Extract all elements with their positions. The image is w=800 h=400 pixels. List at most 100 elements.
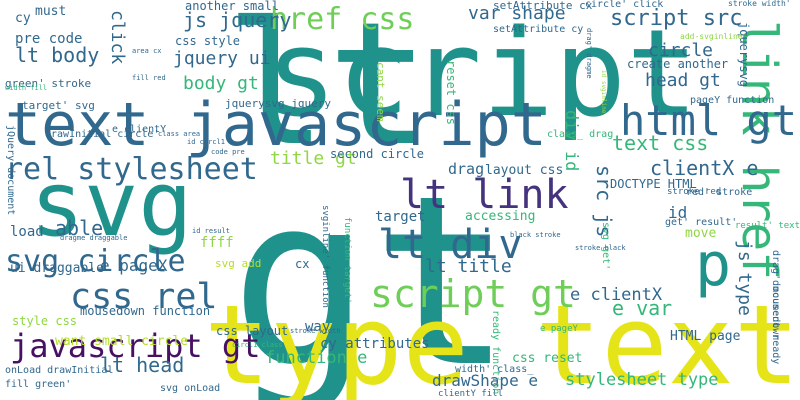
word-74: green' stroke bbox=[5, 77, 92, 90]
word-88: drag' mousedown bbox=[770, 250, 781, 341]
word-26: clientX e bbox=[650, 156, 759, 180]
word-43: div id bbox=[561, 110, 581, 172]
word-99: setAttribute cy bbox=[493, 24, 584, 35]
word-112: drag' dragme bbox=[585, 28, 593, 79]
word-85: stroke red bbox=[667, 187, 722, 197]
word-18: js jquery bbox=[183, 8, 292, 32]
word-22: text css bbox=[612, 131, 709, 155]
word-96: id bbox=[668, 203, 688, 222]
word-94: svginline' function bbox=[320, 205, 330, 308]
word-104: stroke black bbox=[575, 244, 626, 252]
word-80: circle' click bbox=[585, 0, 664, 10]
word-42: layout css bbox=[485, 163, 564, 178]
word-103: black stroke bbox=[510, 231, 561, 239]
word-17: script src bbox=[610, 6, 743, 31]
word-67: ffff bbox=[200, 235, 234, 251]
word-108: class area bbox=[158, 130, 201, 138]
word-25: circle bbox=[648, 40, 714, 61]
word-68: way bbox=[305, 319, 331, 335]
word-89: class_ drag bbox=[547, 129, 614, 140]
word-65: ui draggable bbox=[10, 261, 104, 276]
word-101: dragme draggable bbox=[60, 234, 128, 242]
word-40: second circle bbox=[330, 147, 424, 161]
word-37: reset css bbox=[444, 60, 458, 126]
word-51: e clientX bbox=[570, 285, 663, 305]
word-84: red' stroke bbox=[686, 187, 753, 198]
word-73: e clientY bbox=[112, 124, 167, 135]
word-35: css style bbox=[175, 34, 241, 48]
word-72: target' svg bbox=[22, 99, 95, 112]
word-113: id svginline bbox=[600, 70, 607, 114]
word-75: jQuery document bbox=[5, 125, 16, 216]
word-76: onLoad drawInitial bbox=[5, 365, 114, 376]
word-10: html gt bbox=[620, 96, 798, 145]
word-45: target bbox=[375, 209, 426, 225]
word-5: svg bbox=[30, 152, 193, 257]
word-97: get' result' bbox=[665, 217, 738, 228]
word-7: lt div bbox=[378, 222, 523, 268]
word-82: add-svginline' bbox=[680, 32, 748, 41]
word-90: width' class_ bbox=[455, 364, 534, 375]
word-41: drag bbox=[448, 160, 485, 178]
word-63: mousedown function bbox=[80, 304, 211, 318]
word-24: head gt bbox=[645, 70, 721, 91]
word-46: accessing bbox=[465, 209, 536, 224]
word-39: DOCTYPE HTML bbox=[610, 177, 697, 191]
word-69: cx bbox=[295, 257, 310, 271]
word-58: stylesheet type bbox=[565, 370, 719, 390]
word-0: gt bbox=[230, 146, 513, 400]
word-19: jquery ui bbox=[173, 48, 271, 69]
word-50: load bbox=[10, 224, 44, 240]
word-55: lt head bbox=[100, 353, 185, 377]
word-49: able bbox=[55, 216, 104, 240]
word-36: cant seem bbox=[374, 62, 387, 122]
word-11: href css bbox=[270, 2, 415, 37]
word-93: ready function bbox=[490, 310, 501, 395]
word-107: id circl1 bbox=[187, 138, 225, 146]
word-1: lt bbox=[225, 0, 430, 184]
word-54: HTML page bbox=[670, 329, 741, 344]
word-32: must bbox=[35, 4, 67, 19]
word-48: e pageX bbox=[100, 256, 168, 275]
word-21: title gt bbox=[270, 148, 357, 169]
word-66: svg add bbox=[215, 257, 262, 270]
word-27: js type bbox=[734, 240, 755, 316]
word-77: fill green' bbox=[5, 379, 72, 390]
word-53: move bbox=[685, 226, 717, 241]
word-34: click bbox=[107, 10, 128, 65]
word-109: area cx bbox=[132, 47, 162, 55]
word-31: cy bbox=[15, 11, 31, 26]
word-59: css reset bbox=[512, 351, 583, 366]
word-2: script bbox=[265, 5, 699, 144]
word-29: lt body bbox=[15, 43, 100, 67]
word-47: lt title bbox=[425, 256, 512, 277]
word-110: fill red bbox=[132, 74, 166, 82]
word-14: svg circle bbox=[5, 244, 186, 279]
word-106: code pre bbox=[211, 148, 245, 156]
word-12: script gt bbox=[370, 272, 576, 316]
word-60: css layout bbox=[216, 324, 289, 338]
word-30: pre code bbox=[15, 31, 83, 47]
word-6: lt link bbox=[400, 172, 569, 218]
word-64: style css bbox=[12, 314, 78, 328]
word-62: want small circle bbox=[55, 334, 189, 349]
word-8: p bbox=[695, 230, 732, 300]
word-83: pageY function bbox=[690, 95, 775, 106]
word-15: css rel bbox=[70, 277, 218, 317]
word-95: function target' bbox=[342, 217, 352, 304]
word-57: drawShape e bbox=[432, 371, 538, 390]
word-102: stroke width bbox=[290, 327, 341, 335]
word-71: drawInitial circle' bbox=[45, 129, 160, 140]
word-16: javascript gt bbox=[10, 327, 261, 365]
word-52: e var bbox=[612, 296, 673, 320]
word-4: text javascript bbox=[5, 90, 547, 160]
word-86: result' text bbox=[734, 221, 800, 231]
word-100: id result bbox=[192, 227, 230, 235]
word-38: create another bbox=[627, 57, 729, 71]
word-20: body gt bbox=[183, 73, 259, 94]
word-3: type text bbox=[203, 281, 800, 400]
word-105: circl1 class bbox=[232, 341, 283, 349]
word-81: stroke width' bbox=[728, 0, 791, 8]
word-56: function e bbox=[265, 348, 368, 368]
